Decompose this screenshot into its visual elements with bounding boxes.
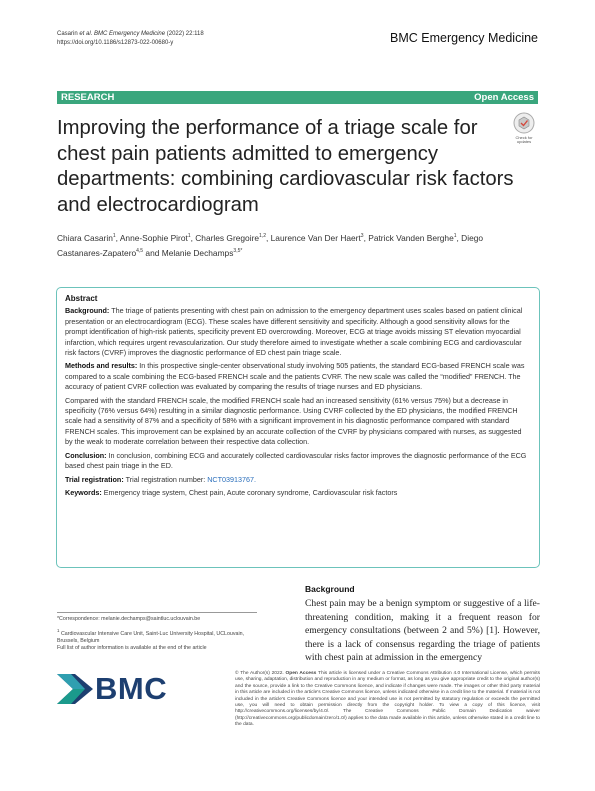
- article-title: Improving the performance of a triage sc…: [57, 117, 514, 216]
- affiliation-number: 1: [57, 628, 60, 633]
- author-affiliation: 3: [360, 233, 364, 239]
- abstract-heading: Abstract: [65, 294, 98, 303]
- author-name: Chiara Casarin: [57, 232, 113, 243]
- logo-text: BMC: [95, 671, 168, 706]
- section-heading: Background: [305, 584, 355, 594]
- citation: Casarin et al. BMC Emergency Medicine (2…: [57, 30, 204, 39]
- correspondence: *Correspondence: melanie.dechamps@saintl…: [57, 616, 201, 622]
- section-label: Trial registration:: [65, 474, 124, 484]
- author-affiliation: 3,5*: [233, 247, 243, 254]
- check-icon: [513, 112, 535, 134]
- affiliation: 1 Cardiovascular Intensive Care Unit, Sa…: [57, 627, 257, 645]
- citation-authors: Casarin: [57, 31, 78, 37]
- license: © The Author(s) 2022. Open Access This a…: [235, 671, 540, 729]
- footnotes: *Correspondence: melanie.dechamps@saintl…: [57, 612, 257, 656]
- author-name: , Anne-Sophie Pirot: [115, 232, 188, 243]
- abstract-section: Compared with the standard FRENCH scale,…: [65, 396, 531, 448]
- author-affiliation: 1: [187, 233, 191, 239]
- author-affiliation: 1: [112, 233, 116, 239]
- more-info: Full list of author information is avail…: [57, 644, 207, 651]
- section-text: In conclusion, combining ECG and accurat…: [65, 450, 527, 471]
- section-text: Compared with the standard FRENCH scale,…: [65, 395, 522, 447]
- keywords-label: Keywords:: [65, 487, 102, 497]
- check-updates[interactable]: Check for updates: [510, 112, 538, 145]
- author-affiliation: 1,2: [259, 233, 266, 239]
- abstract-section: Methods and results: In this prospective…: [65, 361, 531, 392]
- author-name: , Laurence Van Der Haert: [265, 232, 361, 243]
- logo-mark: [57, 674, 93, 704]
- registration-link[interactable]: NCT03913767.: [207, 474, 256, 484]
- abstract-sections: Background: The triage of patients prese…: [65, 306, 531, 485]
- article-type: RESEARCH: [61, 91, 115, 103]
- author-affiliation: 1: [453, 233, 457, 239]
- author-name: and Melanie Dechamps: [143, 247, 234, 258]
- citation-issue: (2022) 22:118: [166, 31, 204, 37]
- section-text: In this prospective single-center observ…: [65, 361, 525, 392]
- doi[interactable]: https://doi.org/10.1186/s12873-022-00680…: [57, 39, 174, 46]
- author-name: , Charles Gregoire: [190, 232, 260, 243]
- section-label: Methods and results:: [65, 361, 138, 371]
- section-label: Conclusion:: [65, 450, 107, 460]
- authors: Chiara Casarin1, Anne-Sophie Pirot1, Cha…: [57, 230, 527, 260]
- citation-etal: et al.: [79, 31, 93, 37]
- license-text: This article is licensed under a Creativ…: [235, 671, 541, 728]
- banner: RESEARCH Open Access: [57, 91, 538, 104]
- keywords-text: Emergency triage system, Chest pain, Acu…: [103, 487, 398, 497]
- citation-journal: BMC Emergency Medicine: [94, 31, 166, 37]
- journal-name: BMC Emergency Medicine: [390, 31, 538, 45]
- abstract-section: Conclusion: In conclusion, combining ECG…: [65, 451, 531, 472]
- open-access: Open Access: [474, 91, 534, 103]
- body-text: Chest pain may be a benign symptom or su…: [305, 598, 540, 663]
- abstract-section: Background: The triage of patients prese…: [65, 306, 531, 358]
- keywords: Keywords: Emergency triage system, Chest…: [65, 488, 531, 498]
- author-affiliation: 4,5: [136, 247, 144, 254]
- check-label: Check for updates: [515, 134, 533, 144]
- author-name: , Diego Castanares-Zapatero: [57, 232, 484, 258]
- section-label: Background:: [65, 306, 110, 316]
- license-label: Open Access: [285, 671, 317, 676]
- abstract-section: Trial registration: Trial registration n…: [65, 475, 531, 485]
- running-header: Casarin et al. BMC Emergency Medicine (2…: [57, 30, 204, 47]
- author-name: , Patrick Vanden Berghe: [363, 232, 454, 243]
- section-text: Trial registration number:: [125, 474, 206, 484]
- copyright: © The Author(s) 2022.: [235, 671, 284, 676]
- affiliation-text: Cardiovascular Intensive Care Unit, Sain…: [57, 630, 245, 644]
- abstract-box: Abstract Background: The triage of patie…: [56, 287, 540, 568]
- section-text: The triage of patients presenting with c…: [65, 306, 523, 358]
